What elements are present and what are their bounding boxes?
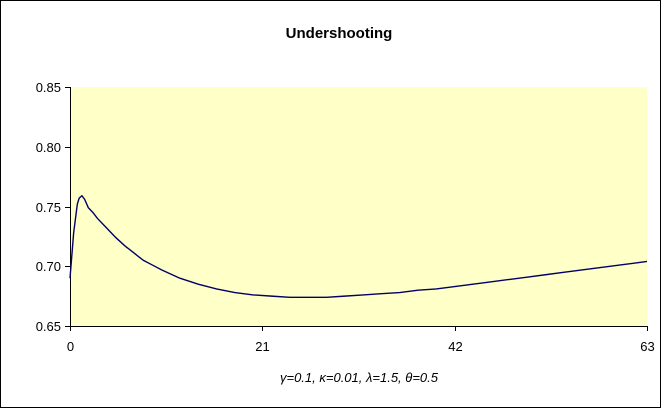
y-axis: 0.65 0.70 0.75 0.80 0.85	[36, 80, 71, 334]
y-tick-label: 0.65	[36, 319, 61, 334]
x-axis-title: γ=0.1, κ=0.01, λ=1.5, θ=0.5	[280, 370, 439, 385]
chart-title: Undershooting	[286, 25, 393, 42]
y-tick-label: 0.85	[36, 80, 61, 95]
x-axis: 0 21 42 63	[67, 326, 655, 354]
x-tick-label: 0	[67, 339, 74, 354]
y-tick-label: 0.80	[36, 140, 61, 155]
x-tick-label: 63	[640, 339, 654, 354]
series-line	[69, 194, 648, 299]
y-tick-label: 0.70	[36, 259, 61, 274]
y-tick-label: 0.75	[36, 200, 61, 215]
x-tick-label: 21	[255, 339, 269, 354]
plot-area	[70, 87, 647, 326]
x-tick-label: 42	[448, 339, 462, 354]
